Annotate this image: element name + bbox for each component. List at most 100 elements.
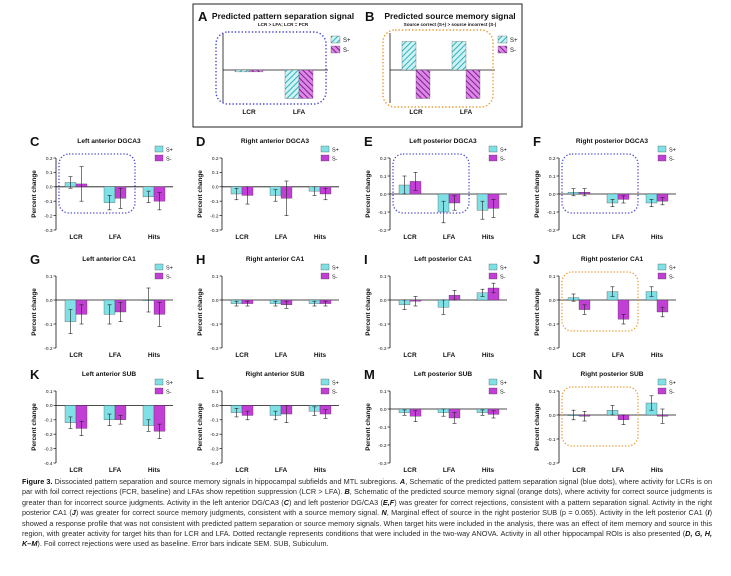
panel-letter: A bbox=[198, 9, 208, 24]
x-tick-label: LFA bbox=[275, 352, 288, 359]
bar-chart-grid: C Left anterior DGCA3 Percent change 0.2 0.1… bbox=[30, 134, 676, 474]
y-tick-label: -0.1 bbox=[378, 210, 387, 216]
x-tick-label: LCR bbox=[403, 234, 417, 241]
panel-n: N Right posterior SUB Percent change 0.1 0.0… bbox=[533, 367, 676, 474]
legend-swatch-s-plus bbox=[657, 145, 667, 153]
y-tick-label: 0.0 bbox=[212, 403, 219, 409]
figure-caption: Figure 3. Dissociated pattern separation… bbox=[22, 477, 712, 550]
legend-swatch-s-minus bbox=[154, 272, 164, 280]
highlight-box bbox=[561, 271, 639, 332]
panel-letter: H bbox=[196, 252, 205, 267]
legend-swatch-s-minus bbox=[657, 387, 667, 395]
panel-title: Left anterior CA1 bbox=[82, 256, 136, 263]
y-tick-label: -0.3 bbox=[210, 228, 219, 234]
legend-swatch-s-minus bbox=[657, 272, 667, 280]
schematic-title: Predicted source memory signal bbox=[384, 11, 515, 21]
schematic-title: Predicted pattern separation signal bbox=[212, 11, 354, 21]
caption-part: , Schematic of the predicted pattern sep… bbox=[22, 477, 712, 497]
y-tick-label: -0.2 bbox=[378, 443, 387, 449]
panel-letter: D bbox=[196, 134, 205, 149]
bar-a-lcr-s-plus bbox=[234, 69, 250, 73]
y-tick-label: 0.2 bbox=[380, 156, 387, 162]
legend-label-s-minus: S- bbox=[669, 157, 675, 163]
caption-part: , Marginal effect of source in the right… bbox=[386, 508, 708, 518]
x-tick-label: LCR bbox=[235, 234, 249, 241]
y-tick-label: 0.1 bbox=[549, 274, 556, 280]
panel-letter: F bbox=[533, 134, 541, 149]
caption-part: D, G, H, K–M bbox=[22, 529, 712, 549]
panel-i: I Left posterior CA1 Percent change 0.1 0.0 -… bbox=[364, 252, 507, 359]
x-tick-label: LFA bbox=[443, 467, 456, 474]
x-tick-label: Hits bbox=[314, 352, 327, 359]
y-axis-label: Percent change bbox=[197, 403, 204, 451]
panel-m: M Left posterior SUB Percent change 0.1 0.0 -… bbox=[364, 367, 507, 474]
y-tick-label: 0.1 bbox=[549, 174, 556, 180]
legend-label-s-minus: S- bbox=[669, 390, 675, 396]
caption-part: Dissociated pattern separation and sourc… bbox=[54, 477, 400, 486]
y-tick-label: 0.2 bbox=[549, 156, 556, 162]
legend-label-s-minus: S- bbox=[332, 157, 338, 163]
legend-swatch-s-minus bbox=[488, 387, 498, 395]
legend-label-s-minus: S- bbox=[500, 157, 506, 163]
x-tick-label: Hits bbox=[482, 467, 495, 474]
bar-b-lcr-s-minus bbox=[415, 69, 431, 99]
bar-b-lcr-s-plus bbox=[401, 41, 417, 71]
legend-label-s-plus: S+ bbox=[500, 148, 507, 154]
bar-b-lfa-s-minus bbox=[465, 69, 481, 99]
y-tick-label: -0.2 bbox=[378, 346, 387, 352]
legend-swatch-s-minus bbox=[488, 154, 498, 162]
legend-label-s-plus: S+ bbox=[500, 381, 507, 387]
panel-k: K Left anterior SUB Percent change 0.1 0.0 -0… bbox=[30, 367, 173, 474]
x-tick-label: LCR bbox=[69, 352, 83, 359]
x-tick-label: LCR bbox=[572, 234, 586, 241]
x-tick-label: LCR bbox=[69, 234, 83, 241]
legend-label-s-minus: S- bbox=[669, 275, 675, 281]
caption-part: J bbox=[71, 508, 76, 518]
x-tick-label: Hits bbox=[651, 234, 664, 241]
y-tick-label: 0.0 bbox=[212, 298, 219, 304]
highlight-box bbox=[561, 153, 639, 214]
panel-title: Left anterior DGCA3 bbox=[77, 138, 141, 145]
legend-label-s-plus: S+ bbox=[510, 38, 518, 44]
panel-letter: G bbox=[30, 252, 40, 267]
legend-swatch-s-minus bbox=[320, 387, 330, 395]
y-tick-label: 0.0 bbox=[549, 298, 556, 304]
legend-label-s-minus: S- bbox=[166, 275, 172, 281]
x-tick-label: Hits bbox=[482, 352, 495, 359]
y-tick-label: -0.3 bbox=[378, 461, 387, 467]
legend-swatch-s-plus bbox=[657, 263, 667, 271]
x-tick-label: LCR bbox=[572, 352, 586, 359]
legend-label-s-plus: S+ bbox=[166, 148, 173, 154]
legend-swatch-s-minus bbox=[320, 154, 330, 162]
caption-part: ) was greater for correct source memory … bbox=[75, 508, 382, 518]
panel-letter: J bbox=[533, 252, 540, 267]
x-tick-label: LCR bbox=[69, 467, 83, 474]
legend-swatch-s-minus bbox=[488, 272, 498, 280]
x-tick-label: LFA bbox=[293, 109, 306, 116]
legend-label-s-minus: S- bbox=[166, 157, 172, 163]
legend-swatch-s-minus bbox=[320, 272, 330, 280]
y-axis-label: Percent change bbox=[534, 288, 541, 336]
y-tick-label: 0.1 bbox=[46, 274, 53, 280]
legend-swatch-s-plus bbox=[497, 35, 508, 44]
bar-a-lfa-s-plus bbox=[284, 69, 300, 99]
caption-part: ) and left posterior DG/CA3 ( bbox=[289, 497, 383, 507]
y-tick-label: 0.1 bbox=[212, 170, 219, 176]
y-axis-label: Percent change bbox=[365, 288, 372, 336]
panel-letter: K bbox=[30, 367, 40, 382]
x-tick-label: Hits bbox=[148, 234, 161, 241]
panel-title: Left anterior SUB bbox=[82, 371, 136, 378]
caption-label: Figure 3. bbox=[22, 477, 55, 486]
y-tick-label: 0.1 bbox=[46, 389, 53, 395]
panel-title: Left posterior CA1 bbox=[414, 256, 472, 263]
legend-label-s-plus: S+ bbox=[500, 266, 507, 272]
y-axis-label: Percent change bbox=[534, 403, 541, 451]
legend-label-s-plus: S+ bbox=[166, 381, 173, 387]
x-tick-label: LFA bbox=[612, 352, 625, 359]
panel-d: D Right anterior DGCA3 Percent change 0.2 0.… bbox=[196, 134, 339, 241]
caption-part: E,F bbox=[382, 497, 395, 507]
panel-c: C Left anterior DGCA3 Percent change 0.2 0.1… bbox=[30, 134, 173, 241]
caption-part: ). Foil correct rejections were used as … bbox=[37, 539, 329, 549]
legend-label-s-plus: S+ bbox=[332, 148, 339, 154]
